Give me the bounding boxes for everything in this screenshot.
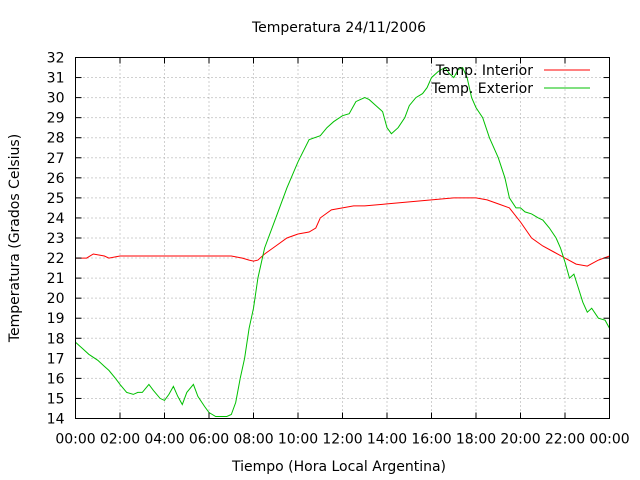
y-tick-labels: 14 15 16 17 18 19 20 21 22 23 24 25 26 27 28 29 30 31 32	[47, 51, 65, 428]
y-tick-label: 30	[47, 91, 65, 107]
y-tick-label: 18	[47, 331, 65, 347]
y-tick-label: 17	[47, 351, 65, 367]
x-tick-label: 22:00	[545, 432, 585, 448]
y-tick-label: 22	[47, 251, 65, 267]
x-tick-label: 00:00	[55, 432, 95, 448]
axis-ticks	[75, 57, 610, 419]
series-group	[75, 66, 610, 417]
y-tick-label: 26	[47, 171, 65, 187]
y-tick-label: 31	[47, 71, 65, 87]
y-tick-label: 27	[47, 151, 65, 167]
x-tick-label: 14:00	[367, 432, 407, 448]
x-axis-label: Tiempo (Hora Local Argentina)	[231, 459, 446, 475]
x-tick-label: 12:00	[322, 432, 362, 448]
x-tick-label: 08:00	[233, 432, 273, 448]
x-tick-label: 00:00	[589, 432, 629, 448]
x-tick-label: 04:00	[144, 432, 184, 448]
x-tick-labels: 00:00 02:00 04:00 06:00 08:00 10:00 12:00 14:00…	[55, 432, 629, 448]
series-line-2	[75, 66, 610, 417]
x-tick-label: 02:00	[100, 432, 140, 448]
y-tick-label: 14	[47, 412, 65, 428]
y-tick-label: 32	[47, 51, 65, 67]
y-tick-label: 25	[47, 191, 65, 207]
y-axis-label: Temperatura (Grados Celsius)	[7, 134, 23, 343]
x-tick-label: 20:00	[500, 432, 540, 448]
y-tick-label: 29	[47, 111, 65, 127]
y-tick-label: 19	[47, 311, 65, 327]
chart-title: Temperatura 24/11/2006	[251, 20, 426, 36]
legend-label: Temp. Interior	[435, 63, 534, 79]
y-tick-label: 20	[47, 291, 65, 307]
y-tick-label: 21	[47, 271, 65, 287]
y-tick-label: 23	[47, 231, 65, 247]
x-tick-label: 16:00	[411, 432, 451, 448]
legend-label: Temp. Exterior	[431, 81, 534, 97]
y-tick-label: 15	[47, 391, 65, 407]
y-tick-label: 28	[47, 131, 65, 147]
x-tick-label: 18:00	[456, 432, 496, 448]
x-tick-label: 10:00	[278, 432, 318, 448]
x-tick-label: 06:00	[189, 432, 229, 448]
y-tick-label: 24	[47, 211, 65, 227]
legend: Temp. Interior Temp. Exterior	[431, 63, 590, 97]
grid-lines	[75, 57, 610, 419]
y-tick-label: 16	[47, 371, 65, 387]
series-line-1	[75, 197, 610, 267]
